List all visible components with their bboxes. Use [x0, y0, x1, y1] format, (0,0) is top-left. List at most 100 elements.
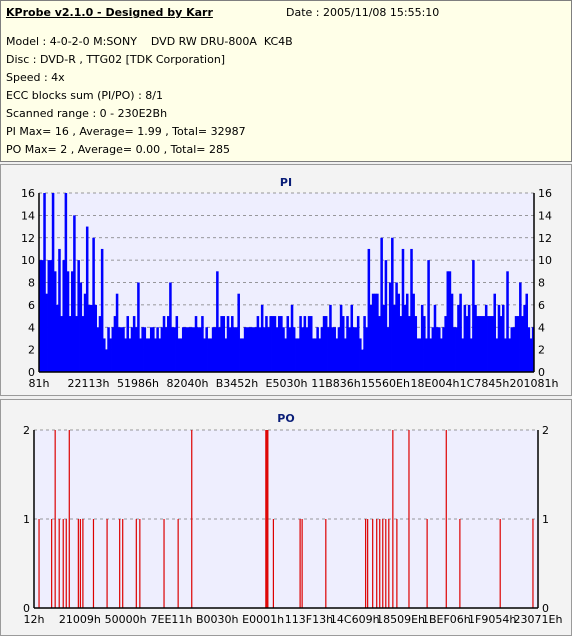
pi-bar [233, 327, 236, 372]
pi-bar [469, 338, 473, 372]
pi-bar [143, 327, 147, 372]
pi-bar [356, 316, 360, 372]
pi-bar [316, 327, 319, 372]
pi-bar [56, 304, 59, 372]
pi-ytick-right: 10 [538, 254, 552, 267]
pi-bar [231, 316, 234, 372]
pi-xtick-label: 18E004h [411, 377, 460, 390]
pi-bar [64, 193, 68, 372]
pi-xtick-label: 1C7845h [460, 377, 510, 390]
pi-bar [429, 338, 432, 372]
pi-bar [354, 327, 358, 372]
pi-bar [391, 237, 394, 372]
pi-bar [201, 316, 204, 372]
pi-bar [275, 327, 279, 372]
info-disc: Disc : DVD-R , TTG02 [TDK Corporation] [6, 53, 226, 66]
pi-bar [397, 293, 400, 372]
pi-bar [292, 327, 296, 372]
pi-bar [369, 304, 373, 372]
info-model: Model : 4-0-2-0 M:SONY DVD RW DRU-800A K… [6, 35, 293, 48]
pi-bar [529, 338, 533, 372]
pi-bar [491, 316, 494, 372]
pi-bar [222, 316, 226, 372]
pi-bar [472, 260, 475, 372]
po-xtick-label: 21009h [59, 613, 101, 626]
pi-bar [135, 327, 138, 372]
pi-bar [228, 327, 232, 372]
pi-bar [130, 327, 134, 372]
pi-ytick-left: 2 [28, 344, 35, 357]
pi-bar [196, 327, 200, 372]
pi-bar [167, 316, 170, 372]
pi-bar [265, 316, 268, 372]
pi-xtick-label: 201081h [510, 377, 559, 390]
po-ytick-left: 2 [23, 424, 30, 437]
pi-bar [88, 304, 91, 372]
pi-ytick-right: 6 [538, 299, 545, 312]
pi-bar [531, 327, 535, 372]
pi-bar [501, 304, 505, 372]
pi-bar [352, 327, 356, 372]
pi-bar [288, 327, 292, 372]
pi-bar [459, 293, 462, 372]
pi-bar [263, 327, 266, 372]
pi-bar [365, 327, 368, 372]
po-ytick-left: 1 [23, 513, 30, 526]
po-xtick-label: E0001h [242, 613, 284, 626]
pi-bar [525, 293, 528, 372]
pi-bar [516, 316, 520, 372]
pi-bar [188, 327, 191, 372]
pi-bar [105, 349, 108, 372]
po-xtick-label: 18509Eh [376, 613, 425, 626]
po-chart: PO 0 0 1 1 2 2 12h 21009h 50000h 7EE11h B0030h E000… [23, 412, 562, 626]
pi-bar [339, 304, 343, 372]
pi-ytick-right: 2 [538, 344, 545, 357]
pi-bar [431, 327, 435, 372]
pi-bar [252, 327, 255, 372]
pi-xtick-label: 51986h [117, 377, 159, 390]
pi-ytick-left: 12 [21, 232, 35, 245]
pi-bar [109, 338, 112, 372]
pi-bar [280, 316, 283, 372]
pi-bar [423, 316, 426, 372]
info-scanned-range: Scanned range : 0 - 230E2Bh [6, 107, 168, 120]
po-ytick-right: 2 [542, 424, 549, 437]
pi-bar [245, 327, 249, 372]
pi-ytick-right: 16 [538, 187, 552, 200]
pi-bar [111, 327, 115, 372]
pi-ytick-left: 8 [28, 277, 35, 290]
pi-bar [329, 304, 332, 372]
pi-bar [318, 338, 322, 372]
pi-bar [79, 282, 83, 372]
pi-bar [177, 338, 181, 372]
pi-ytick-left: 6 [28, 299, 35, 312]
pi-bar [401, 248, 405, 372]
pi-bar [199, 327, 202, 372]
pi-bar [474, 304, 477, 372]
pi-bar [60, 316, 63, 372]
pi-bar [322, 316, 326, 372]
pi-ytick-left: 4 [28, 321, 35, 334]
pi-bar [335, 338, 339, 372]
pi-bar [164, 327, 168, 372]
pi-bar [446, 271, 450, 372]
pi-bar [371, 293, 375, 372]
pi-bar [117, 327, 121, 372]
info-pi-stats: PI Max= 16 , Average= 1.99 , Total= 3298… [6, 125, 246, 138]
pi-bar [487, 316, 490, 372]
po-xtick-label: 14C609h [330, 613, 380, 626]
pi-bar [68, 316, 72, 372]
pi-bar [181, 327, 185, 372]
pi-bar [83, 293, 87, 372]
po-ytick-left: 0 [23, 602, 30, 615]
pi-bar [113, 316, 117, 372]
pi-bar [124, 338, 127, 372]
pi-bar [416, 338, 420, 372]
pi-bar [115, 293, 119, 372]
pi-bar [514, 316, 518, 372]
pi-bar [363, 316, 366, 372]
pi-xtick-label: 15560Eh [361, 377, 410, 390]
pi-chart-panel: PI 0 0 2 2 4 4 6 6 8 8 10 10 12 12 14 14 16 16 81h 22113h 51… [0, 164, 572, 396]
pi-bar [145, 338, 149, 372]
pi-bar [333, 327, 336, 372]
